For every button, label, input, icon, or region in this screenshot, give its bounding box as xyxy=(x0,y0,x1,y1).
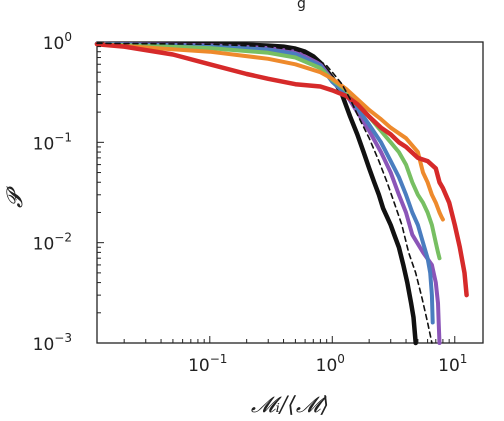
series-line-5 xyxy=(95,42,445,222)
x-tick-label: 10−1 xyxy=(188,352,227,376)
axes-frame xyxy=(96,41,484,344)
x-tick-label: 101 xyxy=(438,352,467,376)
series-group xyxy=(94,41,469,346)
series-line-6 xyxy=(94,41,469,298)
y-tick-label: 10−1 xyxy=(33,130,72,154)
series-line-1 xyxy=(94,41,418,346)
chart-title-fragment: g xyxy=(297,0,306,12)
y-tick-label: 100 xyxy=(43,30,72,54)
series-line-3 xyxy=(95,41,435,325)
y-axis-label: 𝓟 xyxy=(3,186,28,208)
series-line-4 xyxy=(95,42,442,261)
ticks-group: 10−1 100 101 100 10−1 10−2 10−3 xyxy=(33,30,468,376)
x-axis-label: 𝓜ᵢ/⟨𝓜⟩ xyxy=(251,393,329,418)
series-line-dashed xyxy=(96,42,433,344)
y-tick-label: 10−3 xyxy=(33,331,72,355)
y-tick-label: 10−2 xyxy=(33,231,72,255)
x-tick-label: 100 xyxy=(316,352,345,376)
series-line-2 xyxy=(95,41,442,345)
